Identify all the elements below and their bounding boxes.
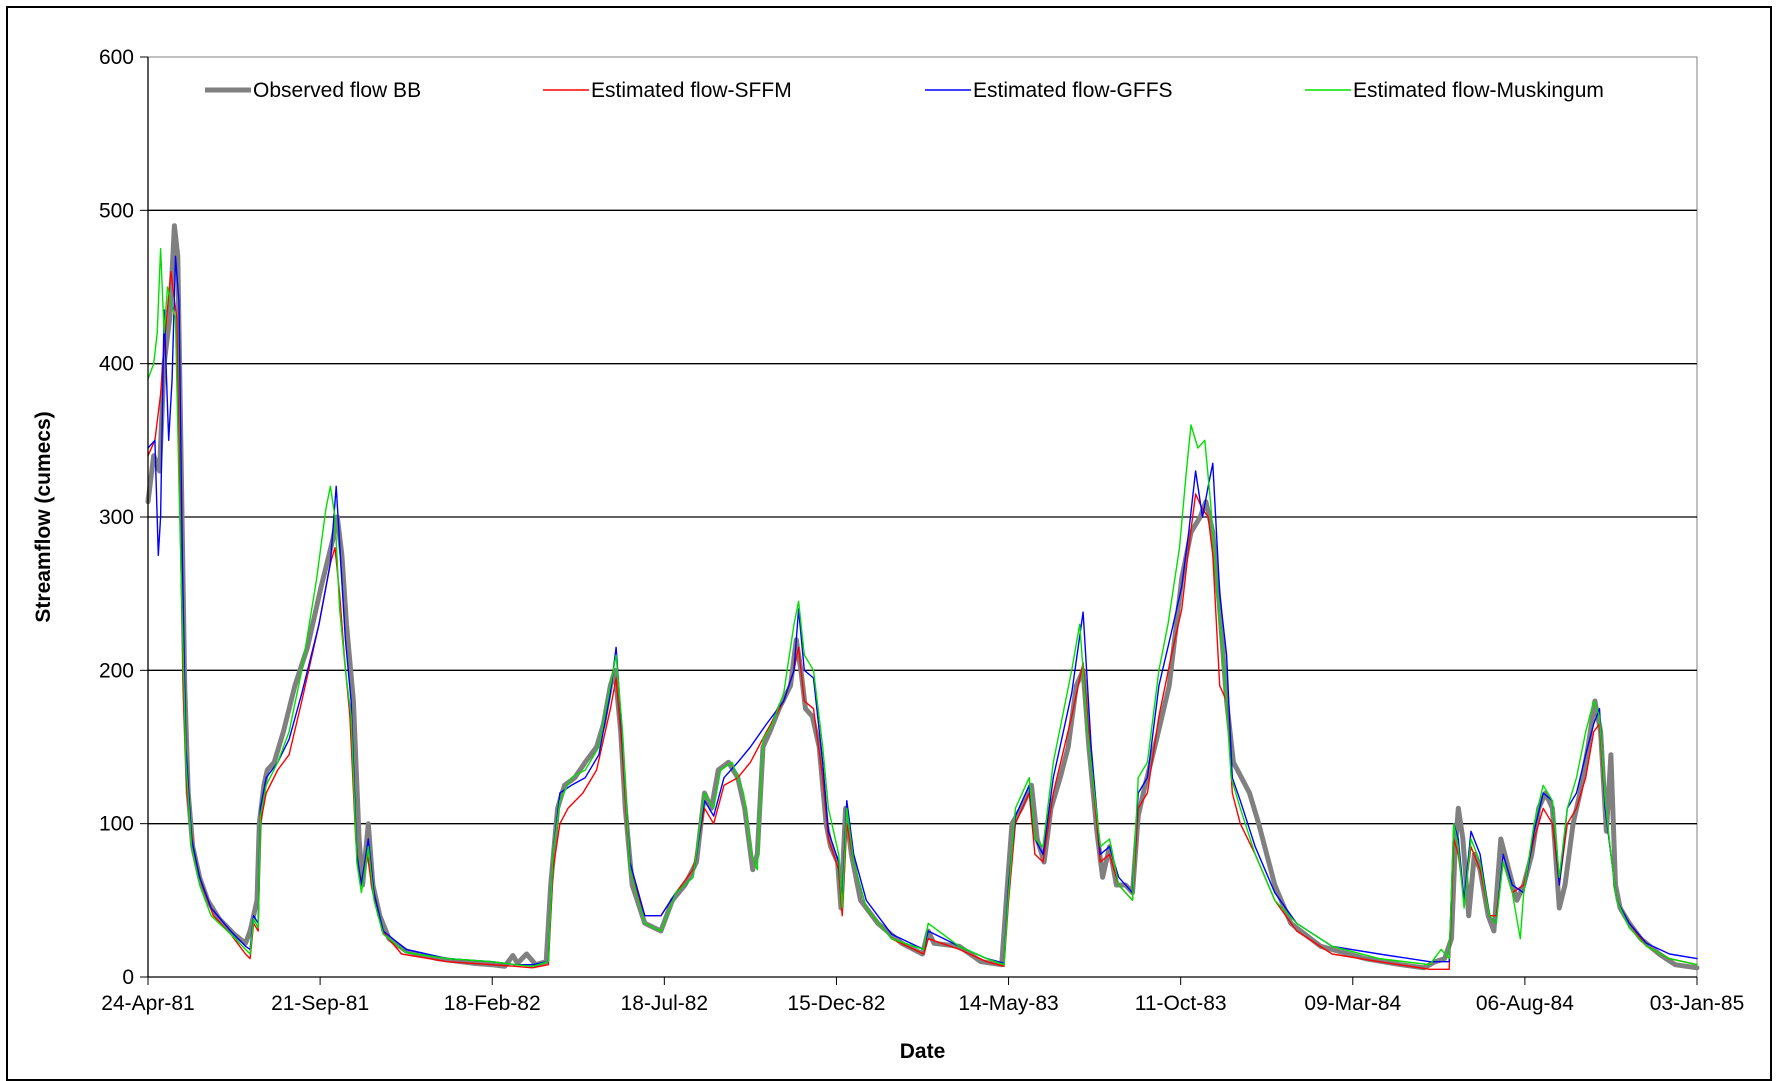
legend-label: Estimated flow-Muskingum [1353, 79, 1604, 102]
x-tick-label: 11-Oct-83 [1135, 992, 1227, 1015]
y-tick-label: 0 [122, 966, 134, 989]
y-tick-label: 300 [99, 506, 134, 529]
y-tick-label: 200 [99, 659, 134, 682]
series-line-4 [147, 247, 1698, 967]
legend-label: Observed flow BB [253, 79, 421, 102]
legend: Observed flow BB Estimated flow-SFFM Estim… [205, 79, 1604, 102]
x-axis-ticks: 24-Apr-81 21-Sep-81 18-Feb-82 18-Jul-82 15-D… [101, 977, 1744, 1015]
x-tick-label: 06-Aug-84 [1476, 992, 1574, 1015]
y-tick-label: 400 [99, 353, 134, 376]
gridlines [148, 209, 1697, 825]
y-tick-label: 100 [99, 813, 134, 836]
y-axis-ticks: 0 100 200 300 400 500 600 [99, 46, 148, 989]
x-tick-label: 09-Mar-84 [1304, 992, 1401, 1015]
legend-label: Estimated flow-GFFS [973, 79, 1173, 102]
x-tick-label: 15-Dec-82 [787, 992, 885, 1015]
x-tick-label: 14-May-83 [958, 992, 1058, 1015]
x-tick-label: 03-Jan-85 [1650, 992, 1745, 1015]
x-axis-title: Date [900, 1040, 946, 1063]
x-tick-label: 24-Apr-81 [101, 992, 194, 1015]
legend-label: Estimated flow-SFFM [591, 79, 792, 102]
x-tick-label: 21-Sep-81 [271, 992, 369, 1015]
x-tick-label: 18-Feb-82 [444, 992, 541, 1015]
y-tick-label: 600 [99, 46, 134, 69]
series-layer [145, 223, 1700, 971]
x-tick-label: 18-Jul-82 [621, 992, 709, 1015]
y-tick-label: 500 [99, 199, 134, 222]
y-axis-title: Streamflow (cumecs) [32, 411, 55, 622]
